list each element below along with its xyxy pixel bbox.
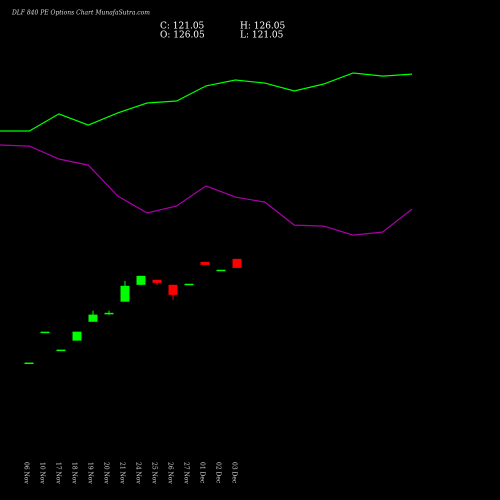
x-tick-label: 01 Dec — [199, 462, 206, 484]
x-tick-label: 19 Nov — [87, 462, 94, 484]
candle-body — [56, 349, 66, 352]
ohlc-text: O: 126.05 — [160, 31, 205, 41]
candle-body — [168, 284, 178, 295]
x-tick-label: 17 Nov — [55, 462, 62, 484]
candle-body — [88, 314, 98, 322]
x-tick-label: 02 Dec — [215, 462, 222, 484]
x-tick-label: 24 Nov — [135, 462, 142, 484]
x-tick-label: 20 Nov — [103, 462, 110, 484]
ohlc-text: L: 121.05 — [240, 31, 284, 41]
candle-body — [120, 285, 130, 302]
candle-body — [232, 258, 242, 268]
ohlc-text: H: 126.05 — [240, 22, 286, 32]
candle-body — [24, 362, 34, 365]
candle-body — [152, 279, 162, 283]
indicator-line — [0, 72, 413, 132]
candle-body — [40, 331, 50, 334]
candle-body — [184, 283, 194, 286]
x-tick-label: 25 Nov — [151, 462, 158, 484]
candle-body — [72, 331, 82, 341]
candle-body — [104, 312, 114, 315]
x-tick-label: 03 Dec — [231, 462, 238, 484]
candle-body — [136, 275, 146, 285]
x-tick-label: 10 Nov — [39, 462, 46, 484]
x-tick-label: 26 Nov — [167, 462, 174, 484]
x-tick-label: 21 Nov — [119, 462, 126, 484]
candle-body — [200, 261, 210, 265]
indicator-line — [0, 144, 413, 236]
x-tick-label: 27 Nov — [183, 462, 190, 484]
candle-body — [216, 269, 226, 272]
x-tick-label: 06 Nov — [23, 462, 30, 484]
x-tick-label: 18 Nov — [71, 462, 78, 484]
ohlc-text: C: 121.05 — [160, 22, 205, 32]
chart-title: DLF 840 PE Options Chart MunafaSutra.com — [11, 10, 150, 17]
